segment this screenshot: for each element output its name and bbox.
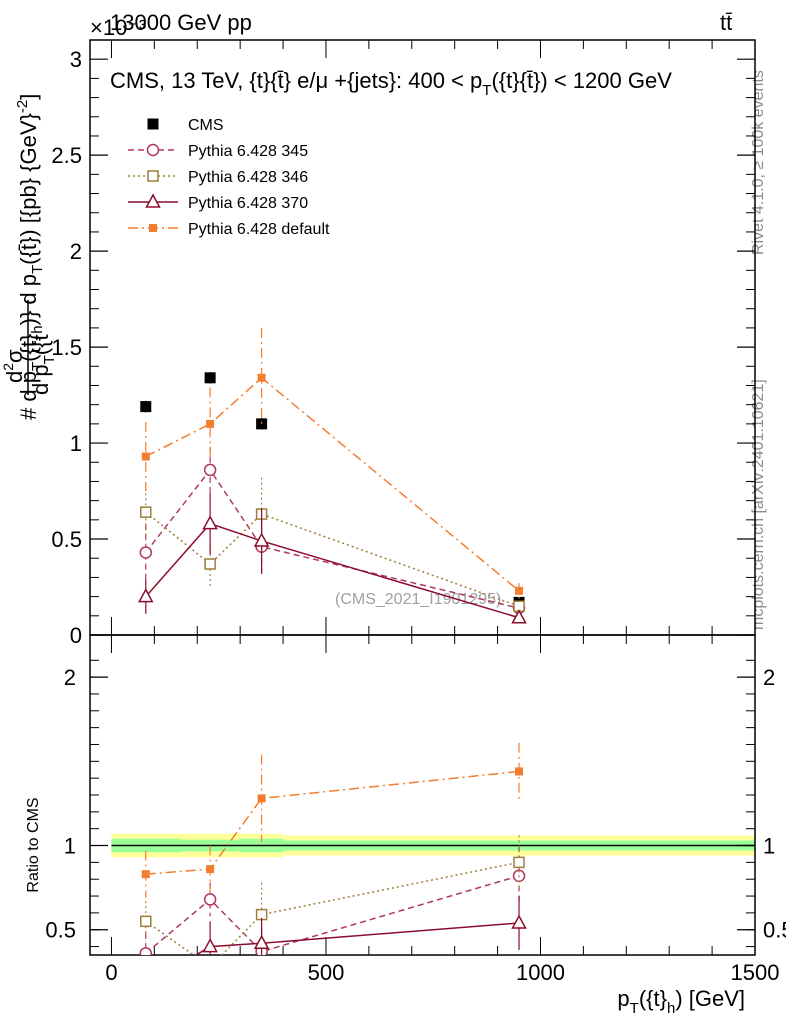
x-tick-label: 1000 xyxy=(516,960,565,985)
series-line xyxy=(145,875,520,954)
marker-small-square xyxy=(515,767,524,776)
main-plot: 0 0.5 1 1.5 2 2.5 3 xyxy=(51,39,756,648)
legend-label: Pythia 6.428 default xyxy=(188,221,330,238)
marker-open-triangle xyxy=(253,532,270,547)
marker-small-square xyxy=(141,452,150,461)
header-process-label: tt̄ xyxy=(720,10,732,35)
ratio-y-tick-label-right: 0.5 xyxy=(763,918,786,943)
x-ticks: 0 500 1000 1500 xyxy=(105,40,779,985)
y-tick-label: 2.5 xyxy=(51,143,82,168)
y-tick-label: 1.5 xyxy=(51,335,82,360)
ratio-y-tick-label: 0.5 xyxy=(45,918,76,943)
marker-open-circle xyxy=(203,893,217,906)
legend-label: Pythia 6.428 370 xyxy=(188,195,308,212)
marker-open-triangle xyxy=(145,193,161,208)
marker-open-circle xyxy=(146,143,160,157)
marker-open-triangle xyxy=(253,934,270,949)
marker-open-circle xyxy=(203,463,217,477)
marker-filled-square xyxy=(147,118,159,130)
marker-small-square xyxy=(257,373,266,382)
marker-open-triangle xyxy=(138,588,154,603)
y-tick-label: 0 xyxy=(70,623,82,648)
ratio-y-axis-label: Ratio to CMS xyxy=(25,797,42,892)
header-energy-label: 13000 GeV pp xyxy=(110,10,252,35)
series-pythia-6-428-370 xyxy=(139,896,527,990)
y-axis-exponent: ×10⁻³ xyxy=(90,15,146,40)
ratio-y-ticks: 0.5 0.5 1 1 2 2 xyxy=(45,659,786,948)
series-pythia-6-428-default xyxy=(141,742,524,898)
marker-small-square xyxy=(206,419,215,428)
marker-small-square xyxy=(206,865,215,874)
marker-open-circle xyxy=(139,947,153,955)
marker-open-square xyxy=(140,915,152,928)
analysis-watermark: (CMS_2021_I1901295) xyxy=(335,591,501,608)
x-axis-label: pT({t}h) [GeV] xyxy=(617,986,745,1017)
marker-small-square xyxy=(149,224,157,232)
series-cms xyxy=(140,372,525,608)
marker-open-triangle xyxy=(511,914,527,929)
legend: CMS Pythia 6.428 345 Pythia 6.428 346 Pythi… xyxy=(128,117,330,238)
marker-small-square xyxy=(141,870,150,879)
marker-small-square xyxy=(257,794,266,803)
series-line xyxy=(145,770,520,875)
marker-open-square xyxy=(513,856,525,869)
marker-open-triangle xyxy=(139,978,152,990)
x-tick-label: 0 xyxy=(105,960,117,985)
series-pythia-6-428-346 xyxy=(140,835,525,972)
y-tick-label: 2 xyxy=(70,239,82,264)
marker-filled-square xyxy=(140,401,152,413)
mcplots-label: mcplots.cern.ch [arXiv:2401.10621] xyxy=(750,379,767,630)
x-tick-label: 1500 xyxy=(731,960,780,985)
legend-label: Pythia 6.428 345 xyxy=(188,143,308,160)
ratio-y-tick-label-right: 2 xyxy=(763,665,775,690)
marker-open-square xyxy=(205,962,215,972)
marker-open-square xyxy=(140,506,152,518)
main-y-ticks: 0 0.5 1 1.5 2 2.5 3 xyxy=(51,39,755,648)
marker-filled-square xyxy=(204,372,216,384)
marker-open-triangle xyxy=(202,515,218,530)
marker-open-triangle xyxy=(202,938,218,953)
ratio-y-tick-label: 2 xyxy=(64,665,76,690)
series-line xyxy=(145,511,520,607)
plot-title: CMS, 13 TeV, {t}{t̄} e/μ +{jets}: 400 < … xyxy=(110,68,672,99)
x-tick-label: 500 xyxy=(308,960,345,985)
y-axis-label-fraction: d2σ d pT({t xyxy=(0,300,58,395)
ratio-plot: 0.5 0.5 1 1 2 2 0 500 1000 1500 xyxy=(45,40,786,990)
svg-text:d2σ: d2σ xyxy=(0,349,27,383)
ratio-y-tick-label: 1 xyxy=(64,834,76,859)
series-line xyxy=(194,922,520,955)
marker-open-triangle xyxy=(511,609,527,624)
marker-open-square xyxy=(147,170,159,182)
legend-label: CMS xyxy=(188,117,224,134)
series-pythia-6-428-345 xyxy=(139,845,526,955)
marker-open-circle xyxy=(139,546,153,559)
series-line xyxy=(145,376,520,592)
series-line xyxy=(145,522,520,619)
svg-text:d pT({t: d pT({t xyxy=(28,334,58,395)
ratio-y-tick-label-right: 1 xyxy=(763,834,775,859)
series-pythia-6-428-370 xyxy=(138,492,527,624)
marker-small-square xyxy=(515,586,524,595)
marker-open-square xyxy=(204,558,216,570)
series-line xyxy=(145,468,520,609)
ratio-frame xyxy=(89,634,756,956)
y-tick-label: 1 xyxy=(70,431,82,456)
y-tick-label: 0.5 xyxy=(51,527,82,552)
series-pythia-6-428-345 xyxy=(139,446,526,615)
series-line xyxy=(145,861,520,955)
y-tick-label: 3 xyxy=(70,47,82,72)
legend-label: Pythia 6.428 346 xyxy=(188,169,308,186)
series-pythia-6-428-default xyxy=(141,327,524,599)
